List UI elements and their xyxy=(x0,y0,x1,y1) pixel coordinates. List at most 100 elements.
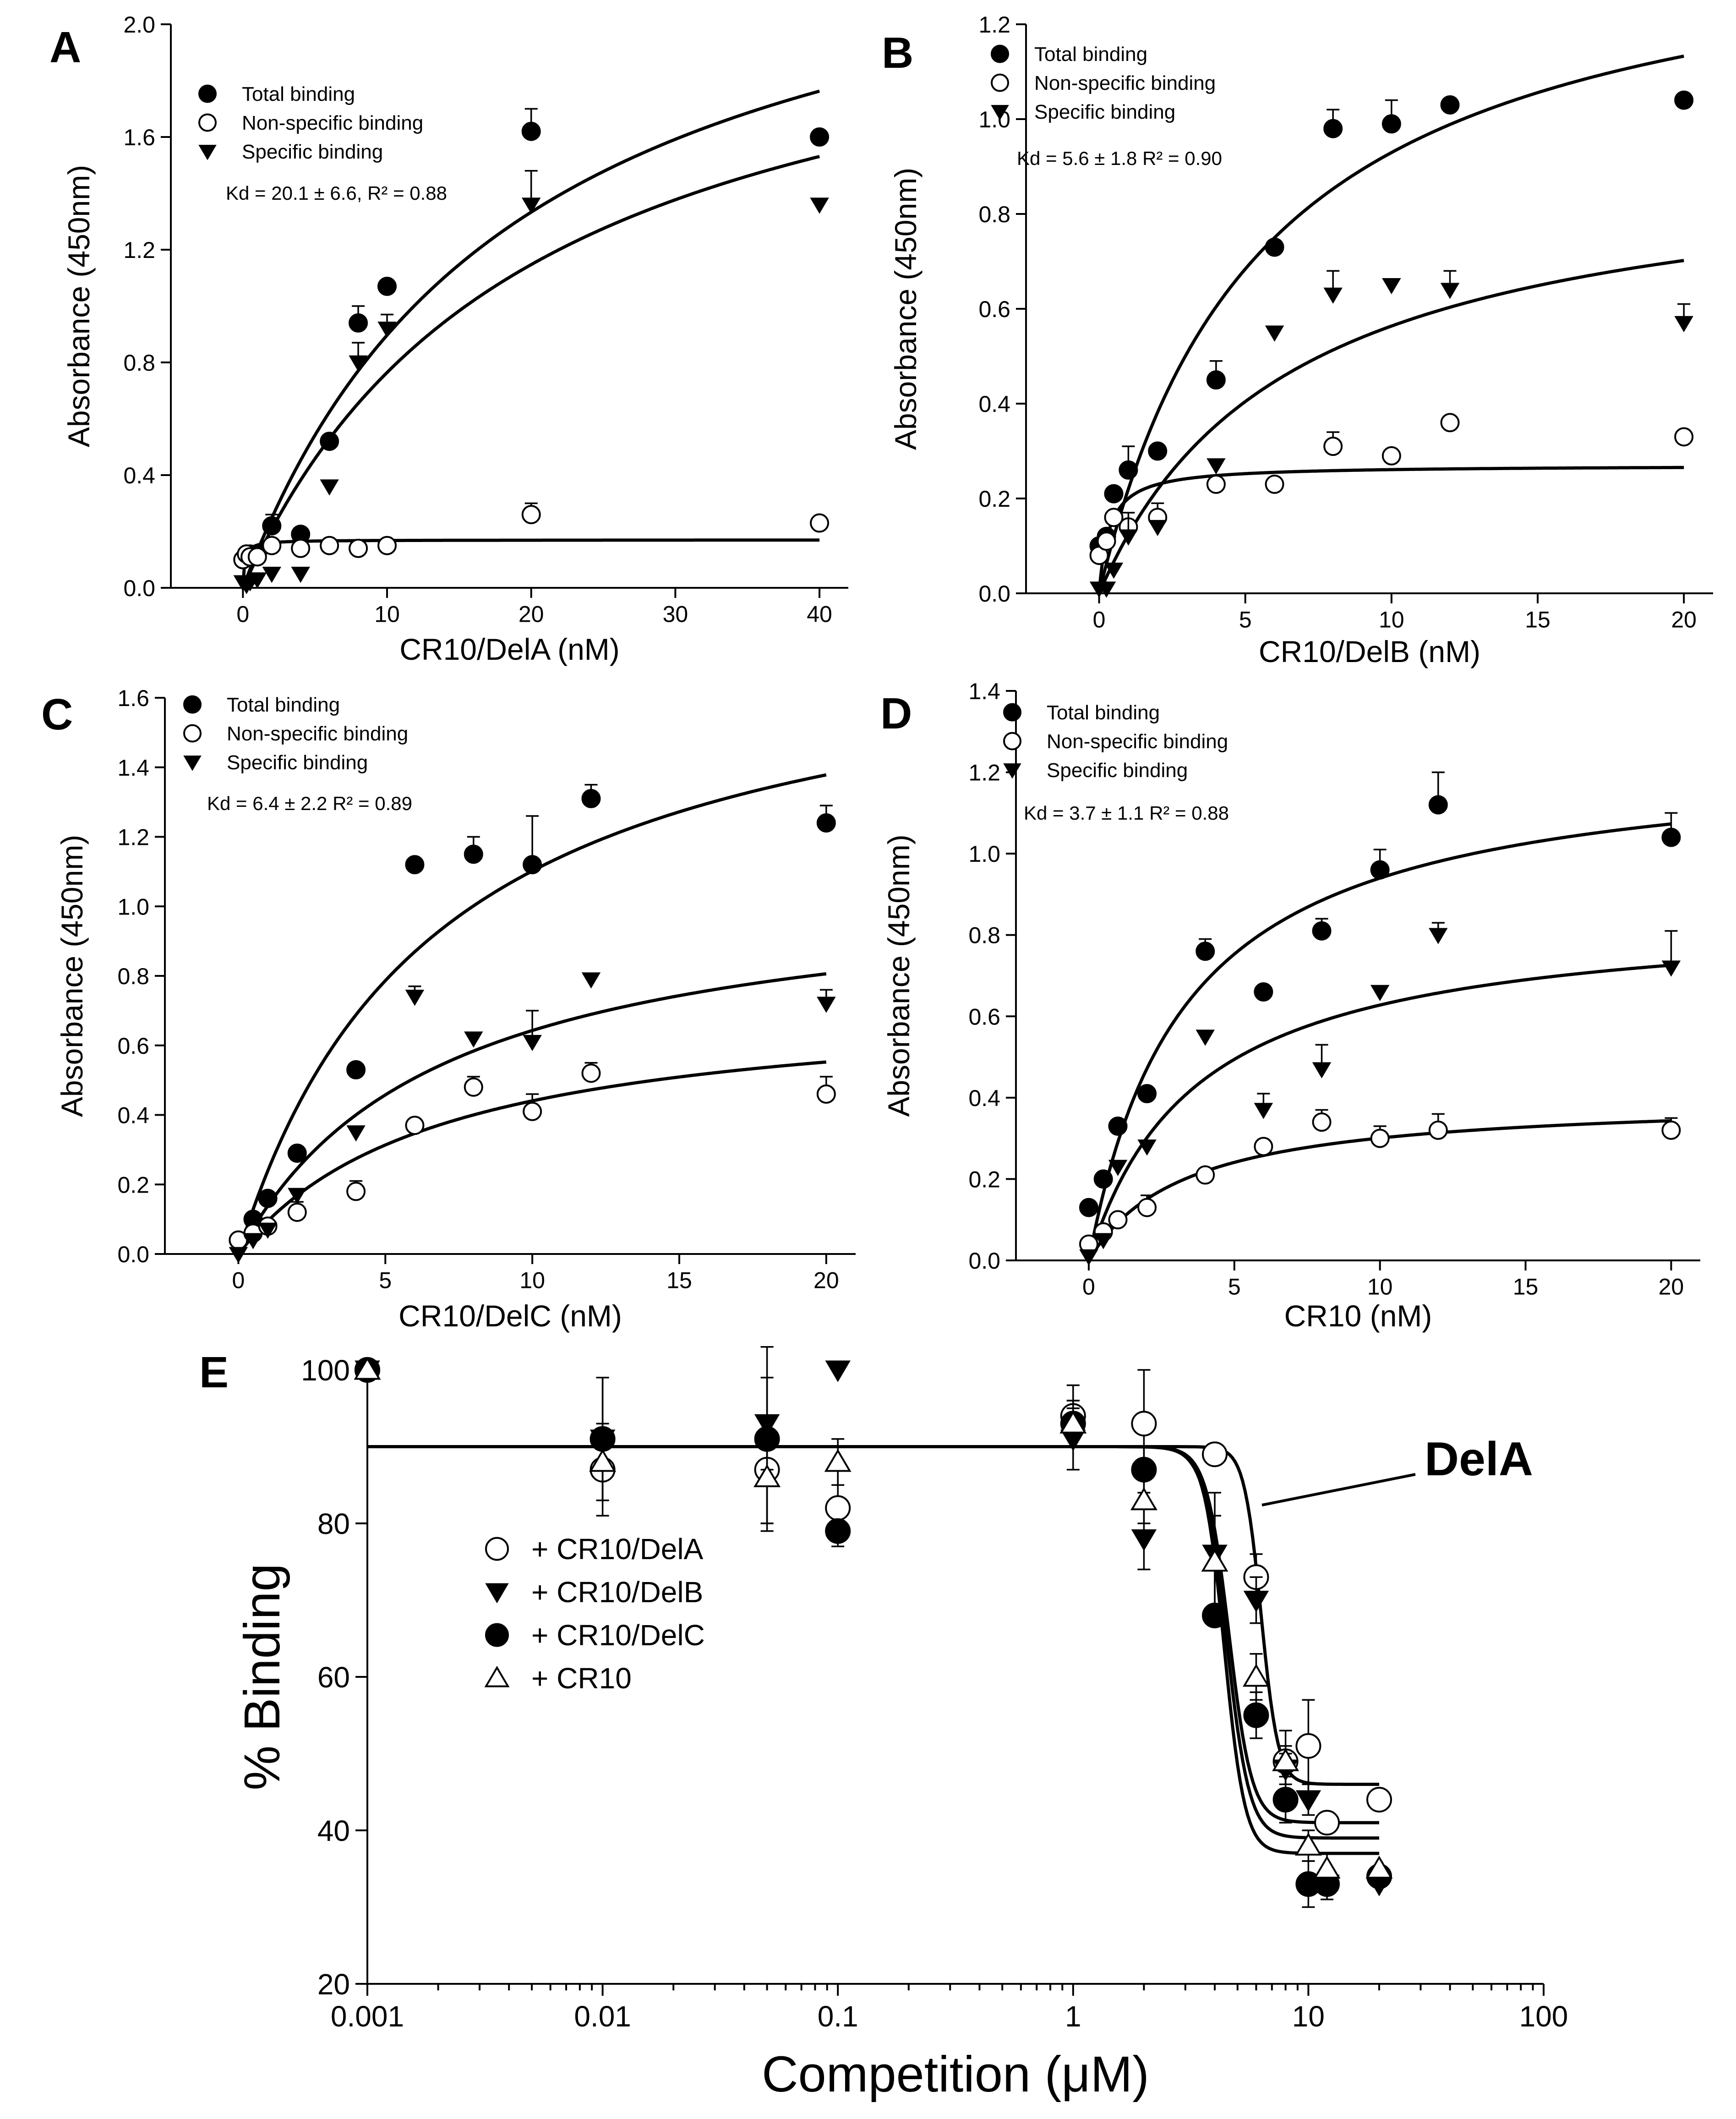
data-point xyxy=(523,1035,542,1051)
legend-marker xyxy=(485,1537,509,1561)
data-point xyxy=(258,1222,278,1239)
data-point xyxy=(1206,370,1226,390)
data-point xyxy=(1254,1137,1273,1156)
data-point xyxy=(243,1233,263,1249)
legend-label: Non-specific binding xyxy=(242,112,423,134)
y-tick-label: 0.8 xyxy=(968,923,1000,948)
data-point xyxy=(287,1202,307,1222)
data-point xyxy=(1365,1856,1393,1879)
x-tick-label: 5 xyxy=(1228,1274,1241,1300)
data-point xyxy=(1108,1160,1128,1176)
data-point xyxy=(1130,1487,1157,1511)
data-point xyxy=(1131,1411,1157,1437)
kd-annotation: Kd = 5.6 ± 1.8 R² = 0.90 xyxy=(1017,148,1222,169)
legend-label: + CR10/DelA xyxy=(531,1533,704,1566)
data-point xyxy=(1381,114,1401,134)
y-tick-label: 1.2 xyxy=(123,237,155,263)
legend-label: Total binding xyxy=(227,694,340,716)
data-point xyxy=(1370,860,1390,880)
data-point xyxy=(810,513,830,533)
legend-marker xyxy=(198,145,217,160)
x-tick-label: 10 xyxy=(1292,2000,1325,2033)
data-point xyxy=(1137,1084,1157,1103)
legend: Total binding Non-specific binding Specifi… xyxy=(183,694,408,774)
data-point xyxy=(346,1060,366,1079)
data-point xyxy=(1148,441,1168,461)
y-tick-label: 0.6 xyxy=(117,1033,149,1059)
data-point xyxy=(405,855,425,875)
data-point xyxy=(291,567,310,583)
series-cr10 xyxy=(354,1357,1393,1885)
x-axis-title: Competition (μM) xyxy=(762,2046,1149,2103)
series-specific-binding xyxy=(233,170,829,594)
x-tick-label: 1 xyxy=(1065,2000,1081,2033)
data-point xyxy=(291,538,311,558)
data-point xyxy=(1661,827,1681,847)
x-tick-label: 5 xyxy=(379,1268,392,1293)
data-point xyxy=(349,313,368,333)
data-point xyxy=(287,1143,307,1163)
series-specific-binding xyxy=(1079,922,1681,1266)
x-tick-label: 0 xyxy=(232,1268,245,1293)
legend-label: Specific binding xyxy=(1034,101,1175,123)
data-point xyxy=(581,1063,601,1083)
legend: Total binding Non-specific binding Specifi… xyxy=(991,43,1216,123)
data-point xyxy=(1265,237,1284,257)
data-point xyxy=(247,547,267,567)
x-tick-label: 20 xyxy=(1659,1274,1684,1300)
data-point xyxy=(320,432,339,451)
legend-label: + CR10 xyxy=(531,1662,632,1695)
data-point xyxy=(1265,474,1284,494)
x-tick-label: 30 xyxy=(663,602,688,627)
y-tick-label: 1.6 xyxy=(123,125,155,150)
y-tick-label: 60 xyxy=(317,1661,350,1694)
data-point xyxy=(581,789,601,809)
data-point xyxy=(262,516,282,536)
x-axis-title: CR10 (nM) xyxy=(1284,1299,1432,1333)
data-point xyxy=(1243,1591,1269,1613)
data-point xyxy=(1254,982,1273,1002)
legend-marker xyxy=(1003,763,1021,779)
y-tick-label: 0.8 xyxy=(978,202,1010,227)
fit-curve xyxy=(1087,964,1671,1261)
y-tick-label: 80 xyxy=(317,1507,350,1540)
y-tick-label: 0.4 xyxy=(117,1103,149,1128)
y-tick-label: 1.0 xyxy=(117,894,149,920)
x-tick-label: 15 xyxy=(1525,607,1550,633)
y-tick-label: 0.2 xyxy=(117,1172,149,1198)
data-point xyxy=(1382,278,1401,295)
fit-curve xyxy=(1097,465,1684,594)
data-point xyxy=(464,1031,483,1048)
legend-marker xyxy=(991,73,1009,92)
panel-e: 0.001 0.01 0.1 1 10 100 20 40 60 80 100 Competition… xyxy=(199,1346,1568,2103)
kd-annotation: Kd = 20.1 ± 6.6, R² = 0.88 xyxy=(226,182,447,204)
series-non-specific-binding xyxy=(1089,413,1694,565)
panel-label: D xyxy=(880,689,912,738)
data-point xyxy=(521,197,541,214)
y-tick-label: 0.0 xyxy=(968,1248,1000,1274)
x-tick-label: 20 xyxy=(813,1268,839,1293)
y-tick-label: 0.2 xyxy=(978,486,1010,512)
data-point xyxy=(1674,90,1694,110)
data-point xyxy=(825,1360,851,1382)
data-point xyxy=(1295,1733,1321,1759)
fit-curve xyxy=(1097,259,1684,594)
legend-marker xyxy=(1003,703,1021,722)
data-point xyxy=(1104,563,1124,579)
y-tick-label: 0.6 xyxy=(968,1004,1000,1029)
legend-label: Non-specific binding xyxy=(1034,72,1216,94)
x-tick-label: 0 xyxy=(1093,607,1106,633)
legend-marker xyxy=(183,695,202,714)
y-tick-label: 1.4 xyxy=(968,679,1000,704)
y-tick-label: 0.0 xyxy=(978,581,1010,607)
series-non-specific-binding xyxy=(229,1062,836,1250)
data-point xyxy=(1148,520,1167,537)
legend-label: + CR10/DelC xyxy=(531,1619,705,1652)
data-point xyxy=(320,536,339,555)
data-point xyxy=(1206,474,1226,494)
data-point xyxy=(1104,508,1124,527)
data-point xyxy=(810,197,829,214)
data-point xyxy=(346,1182,366,1201)
fit-curve xyxy=(241,538,820,588)
